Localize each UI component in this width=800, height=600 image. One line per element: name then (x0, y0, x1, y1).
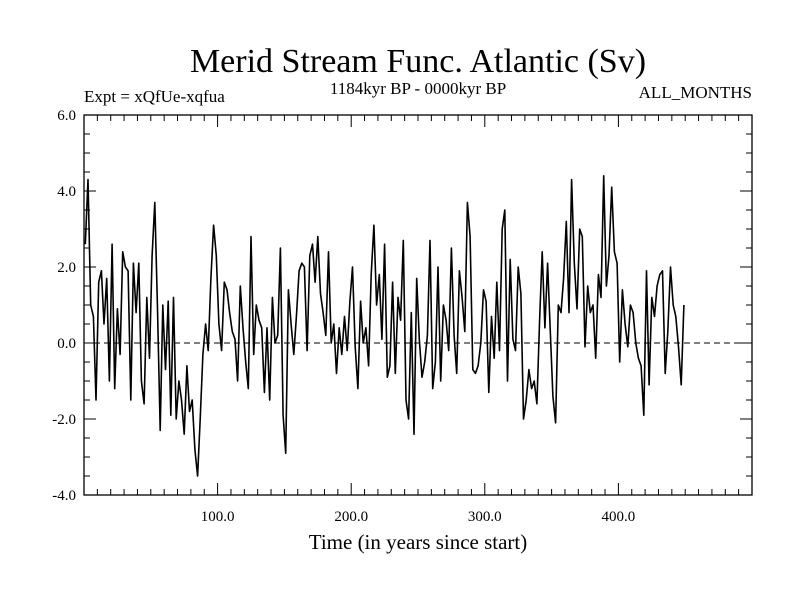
axis-tick-labels: 100.0 200.0 300.0 400.0 -4.0 -2.0 0.0 2.0 4.0 6.0 (52, 108, 635, 525)
y-tick-label: 4.0 (57, 184, 76, 200)
plot-frame (83, 114, 753, 496)
y-tick-label: 0.0 (57, 336, 76, 352)
x-tick-label: 200.0 (334, 509, 368, 525)
chart-subtitle: 1184kyr BP - 0000kyr BP (330, 79, 506, 98)
y-tick-label: 6.0 (57, 108, 76, 124)
x-tick-label: 300.0 (468, 509, 502, 525)
x-tick-label: 100.0 (201, 509, 235, 525)
axis-ticks (84, 115, 752, 495)
months-label: ALL_MONTHS (639, 83, 752, 102)
y-tick-label: -4.0 (52, 488, 76, 504)
expt-label: Expt = xQfUe-xqfua (84, 87, 225, 106)
x-axis-label: Time (in years since start) (309, 530, 528, 554)
chart-title: Merid Stream Func. Atlantic (Sv) (190, 43, 646, 80)
x-tick-label: 400.0 (602, 509, 636, 525)
series-line (84, 175, 685, 477)
y-tick-label: -2.0 (52, 412, 76, 428)
y-tick-label: 2.0 (57, 260, 76, 276)
